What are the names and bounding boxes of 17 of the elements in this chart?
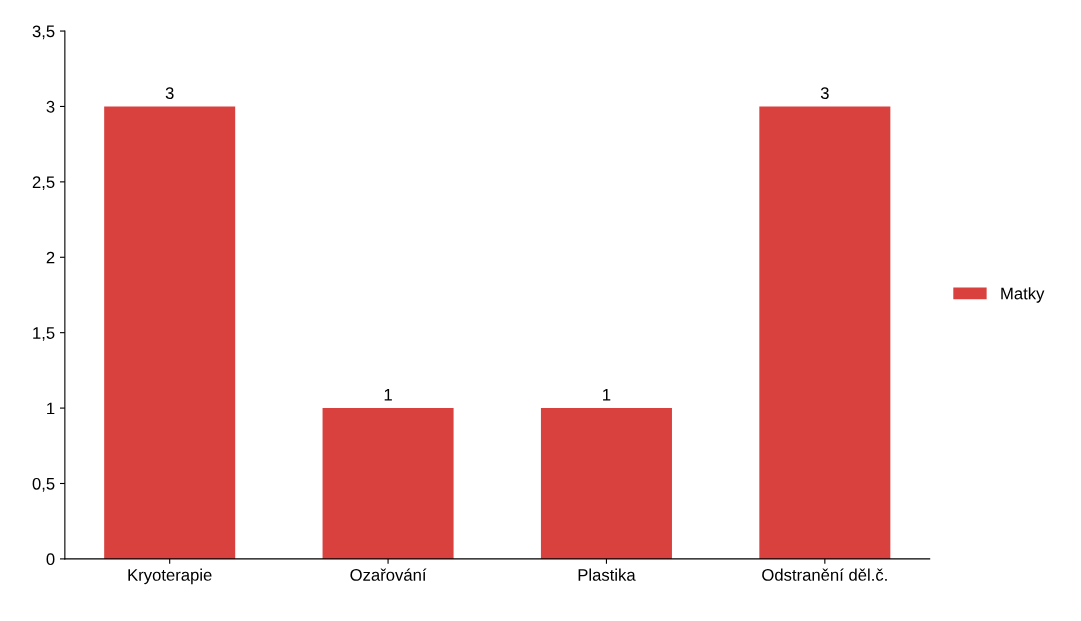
y-tick-label: 0,5 [32, 477, 55, 492]
data-label: 1 [384, 388, 392, 401]
data-label: 3 [820, 87, 829, 99]
x-tick-label: Kryoterapie [128, 568, 212, 585]
y-tick-label: 3,5 [32, 25, 55, 40]
y-tick-label: 3 [46, 100, 55, 113]
y-tick-label: 2 [46, 251, 55, 264]
y-tick-label: 1,5 [33, 327, 55, 341]
y-tick-label: 0 [46, 553, 55, 566]
y-tick-label: 2,5 [32, 176, 55, 191]
y-tick-label: 1 [47, 402, 55, 415]
x-tick-label: Ozařování [350, 568, 427, 581]
x-tick-label: Plastika [578, 568, 636, 581]
data-label: 1 [603, 388, 611, 401]
x-tick-label: Odstranění děl.č. [762, 568, 887, 581]
data-label: 3 [165, 87, 174, 99]
legend-label: Matky [1001, 287, 1045, 303]
